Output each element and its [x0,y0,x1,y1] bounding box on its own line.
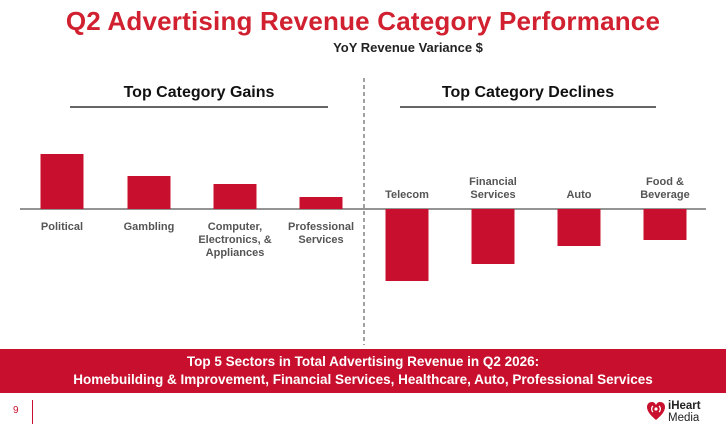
category-label-line: Services [298,234,343,246]
category-label-line: Food & [646,176,684,188]
category-label-line: Appliances [206,247,265,259]
category-label-line: Political [41,221,83,233]
bar-7 [643,209,687,240]
category-label-0: Political [41,221,83,233]
bar-2 [213,184,257,209]
bar-3 [299,197,343,209]
logo-text-line-2: Media [668,412,700,424]
category-label-4: Telecom [385,189,429,201]
bar-5 [471,209,515,264]
page-title: Q2 Advertising Revenue Category Performa… [65,6,661,36]
iheart-logo-icon [647,402,665,420]
category-label-3: Professional Services [288,221,354,246]
category-label-line: Auto [566,189,591,201]
category-label-5: Financial Services [469,176,517,201]
category-label-line: Electronics, & [198,234,271,246]
category-label-line: Beverage [640,189,690,201]
category-label-6: Auto [566,189,591,201]
bar-1 [127,176,171,209]
chart-subtitle: YoY Revenue Variance $ [333,40,483,55]
bar-6 [557,209,601,246]
category-label-line: Professional [288,221,354,233]
bar-chart: Political Gambling Computer, Electronics, &… [20,78,706,345]
category-label-line: Computer, [208,221,262,233]
banner-line-2: Homebuilding & Improvement, Financial Se… [73,372,653,387]
bar-4 [385,209,429,281]
page-number: 9 [13,405,19,416]
category-label-line: Financial [469,176,517,188]
section-heading-declines: Top Category Declines [400,84,656,108]
top-sectors-banner: Top 5 Sectors in Total Advertising Reven… [0,349,726,393]
banner-line-1: Top 5 Sectors in Total Advertising Reven… [186,354,540,369]
category-label-2: Computer, Electronics, & Appliances [198,221,271,259]
section-heading-gains: Top Category Gains [70,84,328,108]
category-label-line: Telecom [385,189,429,201]
category-label-line: Services [470,189,515,201]
logo-text-line-1: iHeart [668,400,701,412]
category-label-line: Gambling [124,221,175,233]
category-label-1: Gambling [124,221,175,233]
category-label-7: Food & Beverage [640,176,690,201]
logo-text: iHeart Media [668,400,701,424]
page-number-divider [32,400,33,424]
iheart-media-logo: iHeart Media [646,398,718,428]
bar-0 [40,154,84,209]
